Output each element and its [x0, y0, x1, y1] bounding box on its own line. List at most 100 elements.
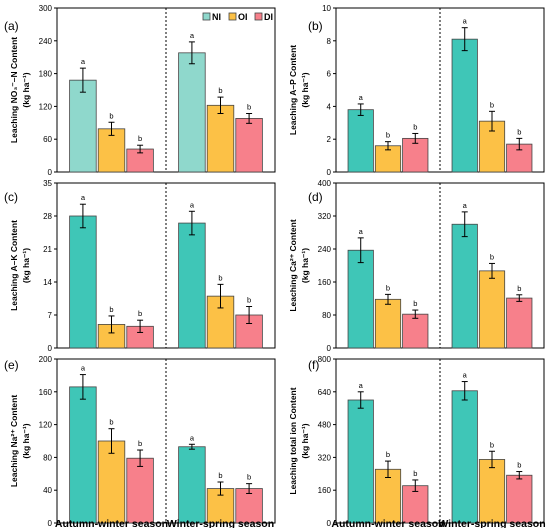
y-tick-label: 7	[48, 311, 53, 320]
significance-letter: a	[81, 57, 86, 66]
significance-letter: b	[386, 131, 390, 140]
y-tick-label: 200	[39, 355, 53, 364]
panel-label: (c)	[4, 190, 18, 204]
chart-panel-c: 0 7 14 21 28 35 Leaching A–K Content (kg ha⁻¹) (…	[4, 179, 276, 353]
bar-di	[126, 457, 154, 524]
legend: NI OI DI	[202, 12, 273, 22]
bar-oi	[478, 459, 506, 524]
x-category-label: Autumn-winter season	[55, 518, 168, 528]
y-tick-label: 0	[327, 168, 332, 177]
y-tick-label: 0	[327, 344, 332, 353]
chart-panel-f: 0 160 320 480 640 800 Leaching total ion Conte…	[288, 355, 546, 528]
y-tick-label: 35	[43, 179, 52, 188]
significance-letter: b	[138, 439, 142, 448]
significance-letter: a	[359, 93, 364, 102]
y-tick-label: 160	[318, 486, 332, 495]
significance-letter: b	[386, 450, 390, 459]
y-tick-label: 640	[318, 388, 332, 397]
y-tick-label: 8	[327, 37, 332, 46]
significance-letter: b	[490, 252, 494, 261]
bar-oi	[206, 104, 235, 173]
chart-panel-a: 0 60 120 180 240 300 Leaching NO₃⁻–N Content (k…	[4, 4, 276, 177]
significance-letter: a	[463, 17, 468, 26]
y-tick-label: 60	[43, 135, 52, 144]
y-tick-label: 0	[327, 519, 332, 528]
bar-oi	[374, 298, 402, 349]
y-axis-title: Leaching Na²⁺ Content	[9, 395, 19, 487]
significance-letter: b	[138, 134, 142, 143]
y-tick-label: 240	[318, 245, 332, 254]
bar-oi	[374, 468, 402, 524]
y-tick-label: 80	[43, 453, 52, 462]
y-tick-label: 800	[318, 355, 332, 364]
significance-letter: a	[359, 381, 364, 390]
y-tick-label: 80	[322, 311, 331, 320]
chart-panel-e: 0 40 80 120 160 200 Leaching Na²⁺ Content (kg h…	[4, 355, 276, 528]
y-axis-unit: (kg ha⁻¹)	[21, 423, 31, 458]
bar-di	[402, 137, 429, 173]
panel-label: (b)	[308, 19, 323, 33]
significance-letter: b	[413, 122, 417, 131]
y-tick-label: 10	[322, 4, 331, 13]
y-tick-label: 480	[318, 421, 332, 430]
panel-label: (a)	[4, 19, 19, 33]
bar-ni	[451, 38, 478, 173]
significance-letter: a	[81, 193, 86, 202]
significance-letter: b	[247, 296, 251, 305]
significance-letter: b	[218, 86, 222, 95]
bar-ni	[178, 222, 206, 349]
significance-letter: b	[138, 309, 142, 318]
y-tick-label: 0	[48, 519, 53, 528]
y-tick-label: 120	[39, 102, 53, 111]
y-axis-title: Leaching A–P Content	[288, 45, 298, 135]
legend-label-oi: OI	[238, 12, 248, 22]
y-tick-label: 120	[39, 421, 53, 430]
bar-ni	[69, 79, 97, 173]
y-tick-label: 14	[43, 278, 52, 287]
bar-ni	[347, 109, 374, 173]
y-axis-title: Leaching A–K Content	[9, 220, 19, 311]
significance-letter: a	[359, 227, 364, 236]
y-tick-label: 180	[39, 70, 53, 79]
y-tick-label: 320	[318, 453, 332, 462]
y-tick-label: 300	[39, 4, 53, 13]
y-tick-label: 160	[39, 388, 53, 397]
y-tick-label: 2	[327, 135, 332, 144]
bar-ni	[69, 215, 97, 349]
y-tick-label: 40	[43, 486, 52, 495]
legend-label-di: DI	[264, 12, 273, 22]
bar-oi	[478, 270, 506, 349]
y-axis-title: Leaching NO₃⁻–N Content	[9, 37, 19, 143]
legend-swatch-oi	[228, 12, 237, 21]
y-tick-label: 320	[318, 212, 332, 221]
y-tick-label: 0	[48, 344, 53, 353]
bar-ni	[451, 223, 478, 349]
significance-letter: a	[463, 201, 468, 210]
panel-label: (d)	[308, 190, 323, 204]
significance-letter: b	[218, 273, 222, 282]
bar-di	[235, 118, 263, 173]
bar-ni	[178, 52, 206, 173]
significance-letter: b	[109, 305, 113, 314]
significance-letter: b	[218, 471, 222, 480]
significance-letter: b	[109, 111, 113, 120]
x-category-label: Autumn-winter season	[331, 518, 444, 528]
bar-di	[402, 313, 429, 349]
x-category-label: Winter-spring season	[438, 518, 545, 528]
y-axis-title: Leaching Ca²⁺ Content	[288, 219, 298, 311]
significance-letter: b	[413, 469, 417, 478]
panel-label: (e)	[4, 358, 19, 372]
legend-swatch-ni	[202, 12, 211, 21]
significance-letter: b	[490, 440, 494, 449]
panel-label: (f)	[308, 358, 319, 372]
y-tick-label: 21	[43, 245, 52, 254]
chart-panel-b: 0 2 4 6 8 10 Leaching A–P Content (kg ha⁻¹) (b) a…	[288, 4, 545, 177]
y-tick-label: 400	[318, 179, 332, 188]
y-tick-label: 0	[48, 168, 53, 177]
significance-letter: b	[247, 103, 251, 112]
chart-panel-d: 0 80 160 240 320 400 Leaching Ca²⁺ Content (kg …	[288, 179, 545, 353]
y-axis-unit: (kg ha⁻¹)	[300, 248, 310, 283]
bar-oi	[97, 128, 126, 173]
y-axis-unit: (kg ha⁻¹)	[21, 248, 31, 283]
y-tick-label: 4	[327, 102, 332, 111]
